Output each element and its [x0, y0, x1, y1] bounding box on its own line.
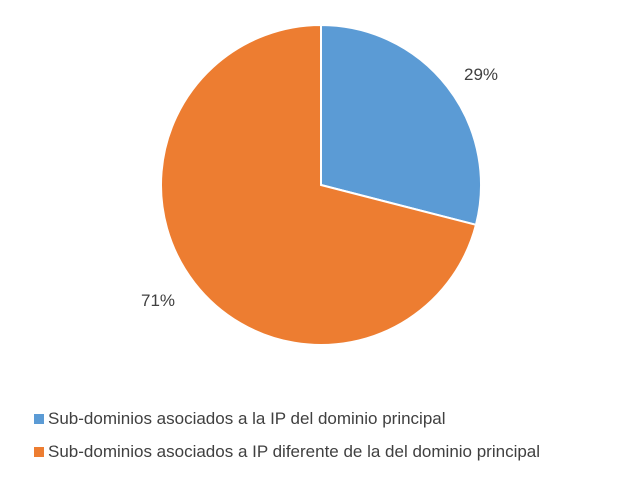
legend-label: Sub-dominios asociados a la IP del domin…	[48, 408, 446, 428]
pie-chart-plot: 29% 71%	[141, 23, 498, 346]
slice-data-label: 29%	[464, 65, 498, 84]
legend-swatch-blue	[34, 413, 44, 424]
chart-legend: Sub-dominios asociados a la IP del domin…	[34, 402, 634, 468]
pie-slice	[159, 23, 478, 346]
legend-item: Sub-dominios asociados a la IP del domin…	[34, 402, 634, 435]
pie-slice	[320, 23, 482, 227]
legend-label: Sub-dominios asociados a IP diferente de…	[48, 441, 541, 461]
slice-data-label: 71%	[141, 291, 175, 310]
legend-swatch-orange	[34, 446, 44, 457]
legend-item: Sub-dominios asociados a IP diferente de…	[34, 435, 634, 468]
